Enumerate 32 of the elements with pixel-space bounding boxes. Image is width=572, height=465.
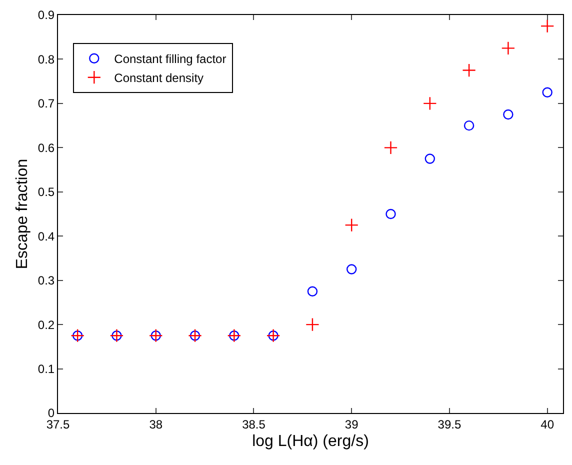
- x-tick-label: 40: [540, 417, 554, 432]
- point: [464, 120, 474, 131]
- point: [344, 218, 358, 232]
- legend-label: Constant filling factor: [114, 52, 226, 66]
- point: [346, 264, 357, 274]
- y-tick-label: 0.7: [38, 96, 55, 111]
- point: [424, 154, 435, 164]
- x-tick-label: 39: [344, 417, 359, 432]
- x-axis-title: log L(Hα) (erg/s): [252, 433, 369, 450]
- y-tick-label: 0.4: [38, 229, 55, 244]
- y-tick-label: 0.3: [38, 274, 55, 288]
- point: [386, 208, 396, 220]
- point: [542, 87, 552, 98]
- x-tick-label: 38: [149, 417, 163, 432]
- y-tick-label: 0.6: [38, 140, 55, 155]
- y-axis-title: Escape fraction: [14, 158, 31, 270]
- y-tick-label: 0.8: [38, 52, 55, 66]
- point: [501, 41, 516, 56]
- point: [307, 286, 318, 296]
- y-tick-label: 0.2: [38, 318, 55, 332]
- x-tick-label: 39.5: [438, 417, 462, 432]
- x-tick-label: 38.5: [242, 417, 266, 432]
- point: [540, 19, 554, 33]
- legend-label: Constant density: [114, 71, 204, 86]
- point: [306, 318, 320, 332]
- y-tick-label: 0.5: [38, 185, 55, 200]
- point: [503, 109, 514, 120]
- y-tick-label: 0.1: [38, 362, 55, 376]
- point: [384, 140, 398, 155]
- point: [462, 63, 476, 78]
- y-tick-label: 0.9: [38, 8, 55, 22]
- point: [423, 96, 437, 110]
